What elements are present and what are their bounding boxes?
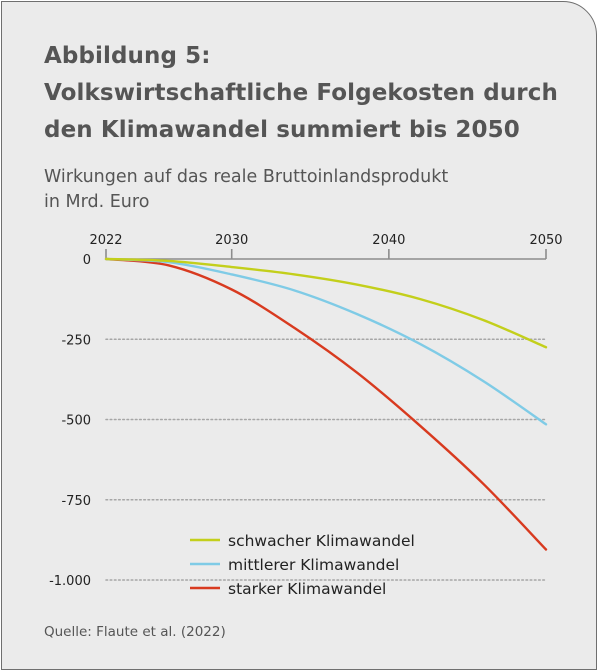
source-note: Quelle: Flaute et al. (2022) xyxy=(44,624,226,640)
title-line-3: den Klimawandel summiert bis 2050 xyxy=(44,117,520,143)
grid-lines xyxy=(105,338,547,581)
y-tick-label: -500 xyxy=(61,414,91,429)
title-line-1: Abbildung 5: xyxy=(44,43,211,69)
series-line-starker-klimawandel xyxy=(104,257,548,551)
x-tick-label: 2022 xyxy=(89,233,122,248)
series-line-mittlerer-klimawandel xyxy=(104,257,548,426)
subtitle-line-1: Wirkungen auf das reale Bruttoinlandspro… xyxy=(44,167,449,187)
x-tick-label: 2030 xyxy=(215,233,248,248)
x-tick-label: 2040 xyxy=(372,233,405,248)
x-tick-label: 2050 xyxy=(529,233,562,248)
series-line-schwacher-klimawandel xyxy=(104,257,548,349)
y-tick-label: -1.000 xyxy=(49,574,91,589)
legend-label-mittlerer-klimawandel: mittlerer Klimawandel xyxy=(228,556,399,574)
legend-label-schwacher-klimawandel: schwacher Klimawandel xyxy=(228,532,415,550)
legend-label-starker-klimawandel: starker Klimawandel xyxy=(228,580,386,598)
series-lines xyxy=(104,257,548,551)
y-axis-labels: 0 -250 -500 -750 -1.000 xyxy=(49,253,91,589)
y-tick-label: -750 xyxy=(61,494,91,509)
x-axis: 2022 2030 2040 2050 xyxy=(89,233,563,260)
title-line-2: Volkswirtschaftliche Folgekosten durch xyxy=(44,80,558,106)
legend: schwacher Klimawandel mittlerer Klimawand… xyxy=(190,532,415,598)
subtitle-line-2: in Mrd. Euro xyxy=(44,192,150,212)
y-tick-label: 0 xyxy=(83,253,91,268)
figure-subtitle: Wirkungen auf das reale Bruttoinlandspro… xyxy=(44,165,544,215)
y-tick-label: -250 xyxy=(61,333,91,348)
figure-title: Abbildung 5: Volkswirtschaftliche Folgek… xyxy=(44,38,564,149)
